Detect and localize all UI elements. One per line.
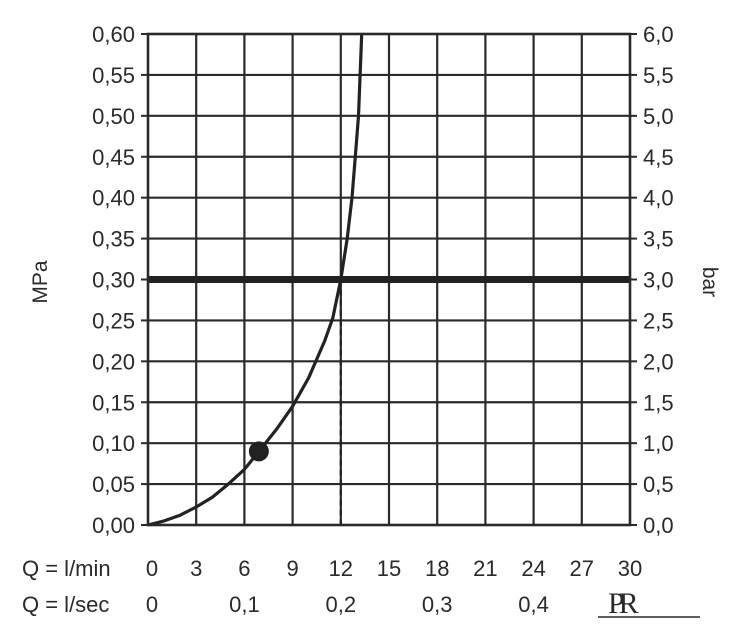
y-tick-label-right: 2,5 [643, 308, 674, 333]
y-tick-label-right: 1,0 [643, 431, 674, 456]
x-tick-label-lsec: 0 [146, 592, 158, 617]
pressure-flow-curve [147, 33, 364, 527]
x-row-label-lmin: Q = l/min [22, 556, 111, 581]
y-axis-left-ticks: 0,00 0,05 0,10 0,15 0,20 0,25 0,30 0,35 0,40 0,45… [92, 22, 135, 538]
y-tick-label-right: 4,5 [643, 145, 674, 170]
x-tick-label-lmin: 18 [425, 556, 449, 581]
y-tick-label-left: 0,35 [92, 227, 135, 252]
y-tick-label-left: 0,00 [92, 513, 135, 538]
x-tick-label-lsec: 0,4 [518, 592, 549, 617]
grid [148, 34, 630, 525]
y-tick-label-right: 4,0 [643, 186, 674, 211]
x-row-label-lsec: Q = l/sec [22, 592, 109, 617]
reference-line-layer [148, 276, 630, 525]
y-tick-label-left: 0,30 [92, 268, 135, 293]
x-tick-label-lmin: 12 [329, 556, 353, 581]
x-tick-label-lmin: 27 [570, 556, 594, 581]
x-tick-label-lmin: 15 [377, 556, 401, 581]
y-tick-label-left: 0,50 [92, 104, 135, 129]
y-tick-label-left: 0,55 [92, 63, 135, 88]
x-tick-label-lmin: 24 [521, 556, 545, 581]
y-tick-label-right: 6,0 [643, 22, 674, 47]
x-tick-label-lmin: 30 [618, 556, 642, 581]
x-axis-lsec-ticks: 0 0,1 0,2 0,3 0,4 [146, 592, 549, 617]
x-tick-label-lmin: 21 [473, 556, 497, 581]
x-tick-label-lsec: 0,2 [326, 592, 357, 617]
y-tick-label-left: 0,20 [92, 349, 135, 374]
x-tick-label-lsec: 0,3 [422, 592, 453, 617]
y-tick-label-left: 0,60 [92, 22, 135, 47]
y-tick-label-right: 2,0 [643, 349, 674, 374]
y-tick-label-left: 0,25 [92, 308, 135, 333]
x-tick-label-lmin: 3 [190, 556, 202, 581]
plot-frame [141, 32, 637, 527]
y-tick-label-left: 0,40 [92, 186, 135, 211]
logo: PR [598, 587, 700, 620]
x-tick-label-lmin: 9 [286, 556, 298, 581]
y-axis-right-ticks: 0,0 0,5 1,0 1,5 2,0 2,5 3,0 3,5 4,0 4,5 5,0 5,5 6,0 [643, 22, 674, 538]
y-axis-left-label: MPa [29, 260, 52, 304]
y-tick-label-right: 3,0 [643, 268, 674, 293]
y-tick-label-right: 0,5 [643, 472, 674, 497]
y-tick-label-left: 0,45 [92, 145, 135, 170]
y-tick-label-left: 0,05 [92, 472, 135, 497]
y-tick-label-right: 0,0 [643, 513, 674, 538]
x-tick-label-lsec: 0,1 [229, 592, 260, 617]
x-tick-label-lmin: 6 [238, 556, 250, 581]
curve-layer [147, 33, 364, 527]
y-tick-label-right: 5,5 [643, 63, 674, 88]
y-axis-right-label: bar [698, 267, 721, 297]
y-tick-label-right: 5,0 [643, 104, 674, 129]
x-tick-label-lmin: 0 [146, 556, 158, 581]
y-tick-label-right: 3,5 [643, 227, 674, 252]
x-axis-lmin-ticks: 0 3 6 9 12 15 18 21 24 27 30 [146, 556, 642, 581]
y-tick-label-left: 0,15 [92, 390, 135, 415]
marker-point [248, 441, 269, 462]
y-tick-label-left: 0,10 [92, 431, 135, 456]
y-tick-label-right: 1,5 [643, 390, 674, 415]
logo-text: PR [608, 587, 639, 620]
